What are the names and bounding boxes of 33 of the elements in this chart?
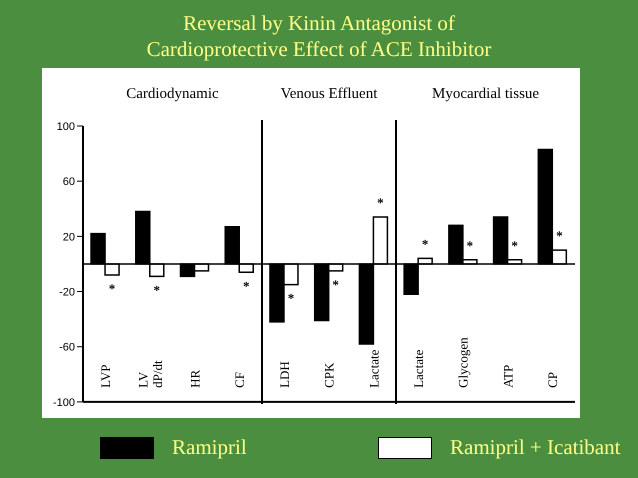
x-tick-label: CF <box>232 372 248 388</box>
data-label: * <box>466 238 474 253</box>
data-label: * <box>511 238 518 253</box>
x-tick-label: LVP <box>98 364 113 388</box>
x-tick-label: Glycogen <box>456 336 471 388</box>
y-tick-label: 20 <box>62 231 75 244</box>
text: Cardiodynamic <box>125 86 220 103</box>
x-tick-label: ATP <box>500 364 516 388</box>
data-label: * <box>108 281 116 296</box>
legend-label: Ramipril + Icatibant <box>450 435 620 460</box>
data-label: * <box>377 195 384 210</box>
y-tick-label: 60 <box>62 176 75 188</box>
x-tick-label: CPK <box>322 362 337 388</box>
text: Myocardial tissue <box>431 86 540 103</box>
text: Venous Effluent <box>280 86 378 103</box>
data-label: * <box>332 276 339 292</box>
x-tick-label: CP <box>545 372 560 388</box>
data-label: * <box>556 228 563 244</box>
data-label: * <box>422 236 428 252</box>
x-tick-label: LDH <box>276 361 292 388</box>
y-tick-label: -20 <box>59 286 75 298</box>
x-tick-label: LV dP/dt <box>135 360 165 388</box>
x-tick-label: Lactate <box>366 349 382 388</box>
y-tick-label: -100 <box>52 396 75 409</box>
y-tick-label: 100 <box>56 120 75 133</box>
x-tick-label: HR <box>187 370 202 388</box>
data-label: * <box>288 290 294 306</box>
legend-label: Ramipril <box>172 435 247 460</box>
x-tick-label: Lactate <box>411 349 426 388</box>
y-tick-label: -60 <box>59 342 75 354</box>
data-label: * <box>154 282 160 298</box>
data-label: * <box>242 278 250 294</box>
chart-title: Reversal by Kinin Antagonist of Cardioprotective Effect of ACE Inhibitor <box>146 10 492 62</box>
